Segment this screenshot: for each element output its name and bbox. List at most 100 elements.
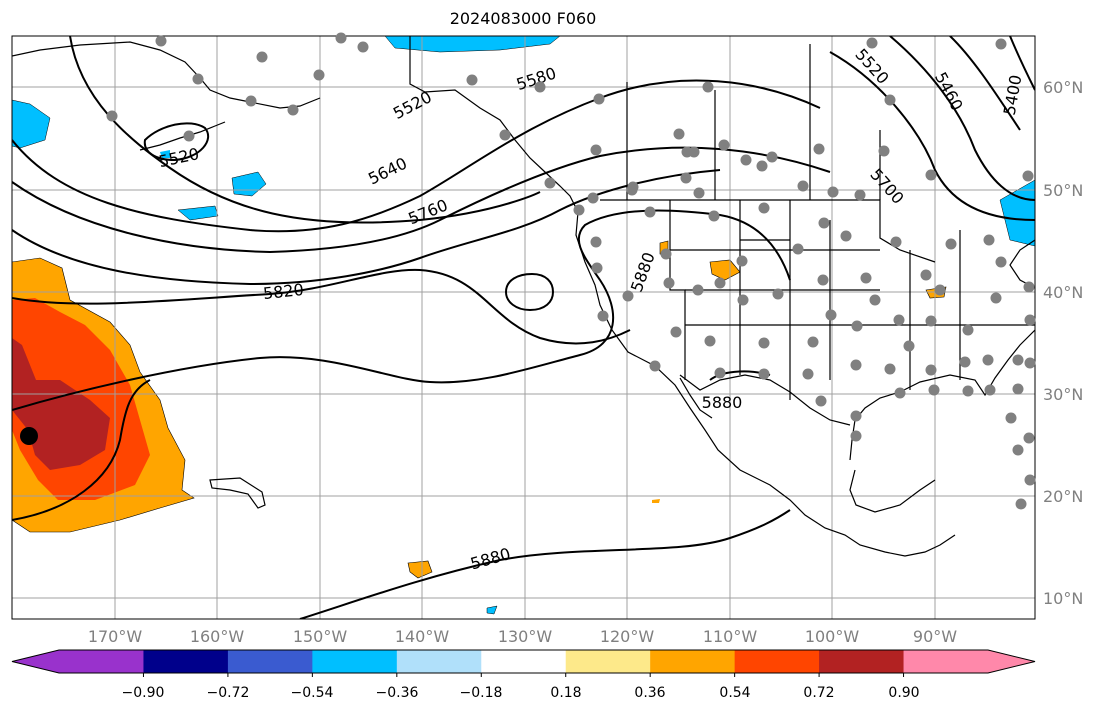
lat-label: 20°N	[1043, 487, 1083, 506]
station-marker	[587, 192, 599, 204]
station-marker	[894, 387, 906, 399]
station-marker	[903, 340, 915, 352]
station-marker	[766, 151, 778, 163]
station-marker	[256, 51, 268, 63]
lon-label: 110°W	[703, 627, 758, 646]
lon-label: 120°W	[600, 627, 655, 646]
colorbar-swatch	[143, 650, 229, 673]
contour-label: 5820	[262, 280, 304, 303]
station-marker	[866, 37, 878, 49]
lat-label: 30°N	[1043, 385, 1083, 404]
station-marker	[962, 324, 974, 336]
station-marker	[850, 430, 862, 442]
station-marker	[622, 290, 634, 302]
colorbar-extend-min	[12, 650, 59, 673]
map-area	[12, 36, 1035, 619]
station-marker	[499, 129, 511, 141]
colorbar-tick-label: 0.72	[803, 685, 834, 701]
colorbar-swatch	[650, 650, 736, 673]
colorbar-tick-label: 0.18	[550, 685, 581, 701]
station-marker	[1005, 412, 1017, 424]
station-marker	[692, 284, 704, 296]
station-marker	[878, 145, 890, 157]
station-marker	[813, 143, 825, 155]
station-marker	[815, 395, 827, 407]
lon-label: 90°W	[913, 627, 957, 646]
station-marker	[884, 363, 896, 375]
station-marker	[934, 284, 946, 296]
colorbar-tick-label: −0.72	[207, 685, 250, 701]
station-marker	[544, 177, 556, 189]
station-marker	[702, 81, 714, 93]
colorbar-swatch	[59, 650, 144, 673]
lat-label: 50°N	[1043, 181, 1083, 200]
latitude-labels: 60°N 50°N 40°N 30°N 20°N 10°N	[1043, 78, 1083, 608]
station-marker	[466, 74, 478, 86]
lon-label: 170°W	[88, 627, 143, 646]
station-marker	[590, 144, 602, 156]
station-marker	[1023, 432, 1035, 444]
colorbar-swatch	[312, 650, 398, 673]
lon-label: 160°W	[190, 627, 245, 646]
station-marker	[925, 315, 937, 327]
lat-label: 40°N	[1043, 283, 1083, 302]
station-marker	[287, 104, 299, 116]
colorbar	[11, 649, 1036, 677]
station-marker	[591, 262, 603, 274]
station-marker	[928, 384, 940, 396]
station-marker	[1012, 354, 1024, 366]
station-marker	[860, 272, 872, 284]
colorbar-swatch	[565, 650, 651, 673]
station-marker	[593, 93, 605, 105]
station-marker	[626, 184, 638, 196]
station-marker	[737, 294, 749, 306]
colorbar-tick-label: −0.54	[291, 685, 334, 701]
station-marker	[335, 32, 347, 44]
colorbar-tick-label: −0.18	[460, 685, 503, 701]
station-marker	[106, 110, 118, 122]
station-marker	[850, 359, 862, 371]
station-marker	[718, 139, 730, 151]
station-marker	[827, 186, 839, 198]
station-marker	[962, 385, 974, 397]
station-marker	[573, 204, 585, 216]
station-marker	[854, 189, 866, 201]
colorbar-tick-label: 0.90	[888, 685, 919, 701]
station-marker	[925, 364, 937, 376]
station-marker	[884, 94, 896, 106]
station-marker	[644, 206, 656, 218]
station-marker	[357, 41, 369, 53]
station-marker	[680, 172, 692, 184]
station-marker	[925, 169, 937, 181]
station-marker	[817, 274, 829, 286]
colorbar-swatch	[481, 650, 567, 673]
station-marker	[990, 292, 1002, 304]
station-markers	[106, 32, 1036, 510]
station-marker	[920, 269, 932, 281]
station-marker	[1022, 170, 1034, 182]
station-marker	[673, 128, 685, 140]
station-marker	[982, 354, 994, 366]
station-marker	[945, 238, 957, 250]
colorbar-tick-label: 0.36	[634, 685, 665, 701]
station-marker	[534, 81, 546, 93]
station-marker	[1012, 383, 1024, 395]
station-marker	[984, 384, 996, 396]
station-marker	[597, 310, 609, 322]
station-marker	[995, 38, 1007, 50]
station-marker	[155, 35, 167, 47]
station-marker	[590, 236, 602, 248]
station-marker	[758, 337, 770, 349]
station-marker	[869, 294, 881, 306]
station-marker	[851, 320, 863, 332]
station-marker	[192, 73, 204, 85]
station-marker	[840, 230, 852, 242]
colorbar-extend-max	[988, 650, 1035, 673]
station-marker	[740, 154, 752, 166]
station-marker	[850, 410, 862, 422]
station-marker	[313, 69, 325, 81]
station-marker	[758, 202, 770, 214]
colorbar-tick-label: −0.90	[122, 685, 165, 701]
station-marker	[693, 187, 705, 199]
